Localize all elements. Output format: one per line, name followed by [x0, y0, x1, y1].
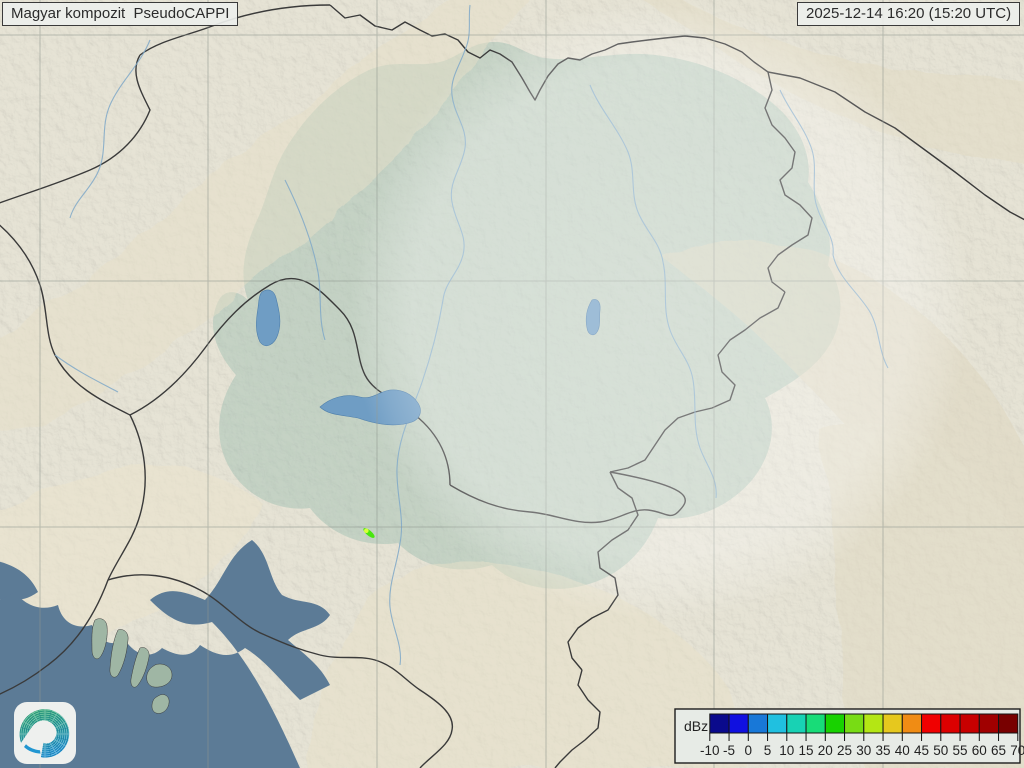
svg-text:25: 25: [837, 743, 852, 758]
svg-text:55: 55: [953, 743, 968, 758]
svg-text:0: 0: [745, 743, 753, 758]
svg-text:-5: -5: [723, 743, 735, 758]
svg-text:5: 5: [764, 743, 772, 758]
svg-text:35: 35: [876, 743, 891, 758]
svg-text:50: 50: [933, 743, 948, 758]
svg-text:10: 10: [779, 743, 794, 758]
svg-text:70: 70: [1010, 743, 1024, 758]
svg-text:40: 40: [895, 743, 910, 758]
svg-text:15: 15: [799, 743, 814, 758]
svg-text:dBz: dBz: [684, 718, 708, 734]
svg-text:45: 45: [914, 743, 929, 758]
svg-text:65: 65: [991, 743, 1006, 758]
svg-text:60: 60: [972, 743, 987, 758]
svg-text:30: 30: [856, 743, 871, 758]
svg-text:-10: -10: [700, 743, 720, 758]
svg-text:20: 20: [818, 743, 833, 758]
